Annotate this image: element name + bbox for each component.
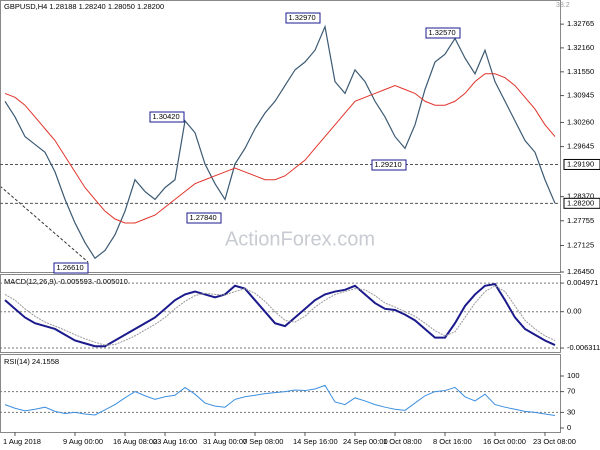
annotation: 1.32570 [429, 28, 456, 37]
panel-frame [0, 354, 561, 433]
annotation: 1.26610 [57, 263, 84, 272]
series-line [4, 24, 556, 260]
x-tick-label: 23 Oct 08:00 [533, 437, 576, 446]
series-line [4, 285, 556, 346]
y-tick-label: 1.28370 [567, 192, 594, 201]
panel-frame [0, 274, 561, 353]
level-label: 1.28200 [567, 198, 594, 207]
annotation: 1.30420 [153, 112, 180, 121]
corner-label: 38.2 [556, 2, 570, 9]
y-tick-label: 1.30260 [567, 117, 594, 126]
y-tick-label: 70 [567, 387, 575, 396]
x-tick-label: 8 Oct 16:00 [433, 437, 472, 446]
x-tick-label: 14 Sep 16:00 [293, 437, 338, 446]
annotation-box [371, 159, 407, 171]
y-tick-label: 0.00 [567, 307, 582, 316]
annotation: 1.27840 [190, 213, 217, 222]
annotation-box [149, 111, 185, 123]
level-box [563, 197, 600, 209]
x-tick-label: 1 Oct 08:00 [383, 437, 422, 446]
series-line [4, 384, 556, 417]
x-tick-label: 16 Aug 08:00 [113, 437, 157, 446]
x-tick-label: 1 Aug 2018 [3, 437, 41, 446]
y-tick-label: 1.32160 [567, 43, 594, 52]
rsi-title: RSI(14) 24.1558 [4, 357, 59, 366]
level-box [563, 158, 600, 170]
x-tick-label: 9 Aug 00:00 [63, 437, 103, 446]
trend-line [0, 185, 89, 263]
x-tick-label: 23 Aug 16:00 [153, 437, 197, 446]
annotation-box [53, 262, 89, 274]
watermark: ActionForex.com [225, 228, 375, 250]
y-tick-label: 1.32765 [567, 19, 594, 28]
y-tick-label: -0.006311 [567, 343, 600, 352]
y-tick-label: 100 [567, 371, 580, 380]
macd-title: MACD(12,26,9) -0.005593 -0.005010 [4, 277, 128, 286]
series-line [4, 282, 556, 348]
series-line [4, 73, 556, 224]
y-tick-label: 1.30945 [567, 91, 594, 100]
x-tick-label: 24 Sep 00:00 [343, 437, 388, 446]
x-tick-label: 31 Aug 00:00 [203, 437, 247, 446]
chart-title: GBPUSD,H4 1.28188 1.28240 1.28050 1.2820… [4, 2, 164, 11]
y-tick-label: 0 [567, 423, 571, 432]
y-tick-label: 1.27125 [567, 240, 594, 249]
panel-frame [0, 0, 561, 273]
y-tick-label: 30 [567, 407, 575, 416]
y-tick-label: 0.004971 [567, 278, 598, 287]
y-tick-label: 1.31550 [567, 67, 594, 76]
x-tick-label: 7 Sep 08:00 [243, 437, 283, 446]
annotation: 1.32970 [289, 13, 316, 22]
annotation: 1.29210 [375, 160, 402, 169]
y-tick-label: 1.27755 [567, 216, 594, 225]
annotation-box [186, 212, 222, 224]
annotation-box [285, 12, 321, 24]
annotation-box [425, 27, 461, 39]
y-tick-label: 1.29645 [567, 142, 594, 151]
x-tick-label: 16 Oct 00:00 [483, 437, 526, 446]
level-label: 1.29190 [567, 159, 594, 168]
y-tick-label: 1.26450 [567, 267, 594, 276]
